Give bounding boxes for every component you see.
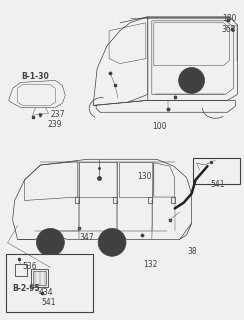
- Text: 100: 100: [152, 122, 166, 131]
- Bar: [148, 197, 152, 204]
- Bar: [113, 197, 117, 204]
- Circle shape: [190, 78, 193, 83]
- Text: 180: 180: [223, 14, 237, 23]
- Polygon shape: [148, 17, 237, 100]
- Circle shape: [98, 228, 126, 256]
- Circle shape: [37, 228, 64, 256]
- Text: 536: 536: [22, 262, 37, 271]
- Circle shape: [179, 68, 204, 93]
- Bar: [32, 271, 46, 285]
- Text: 132: 132: [143, 260, 157, 269]
- Text: 541: 541: [41, 298, 56, 307]
- Bar: [193, 158, 240, 184]
- Text: B-2-95: B-2-95: [13, 284, 40, 293]
- Bar: [15, 264, 27, 276]
- Polygon shape: [9, 80, 65, 107]
- Bar: [171, 197, 175, 204]
- Text: 434: 434: [39, 288, 53, 297]
- Text: 130: 130: [137, 172, 152, 181]
- Text: 239: 239: [47, 120, 62, 129]
- Text: 38: 38: [188, 247, 197, 257]
- Text: 347: 347: [79, 233, 94, 242]
- Bar: [30, 269, 48, 287]
- Polygon shape: [96, 100, 235, 112]
- Text: 368: 368: [222, 25, 236, 34]
- Polygon shape: [93, 17, 148, 105]
- Bar: [6, 254, 93, 312]
- Text: 541: 541: [211, 180, 225, 189]
- Bar: [75, 197, 79, 204]
- Text: 237: 237: [51, 110, 65, 119]
- Text: B-1-30: B-1-30: [21, 71, 49, 81]
